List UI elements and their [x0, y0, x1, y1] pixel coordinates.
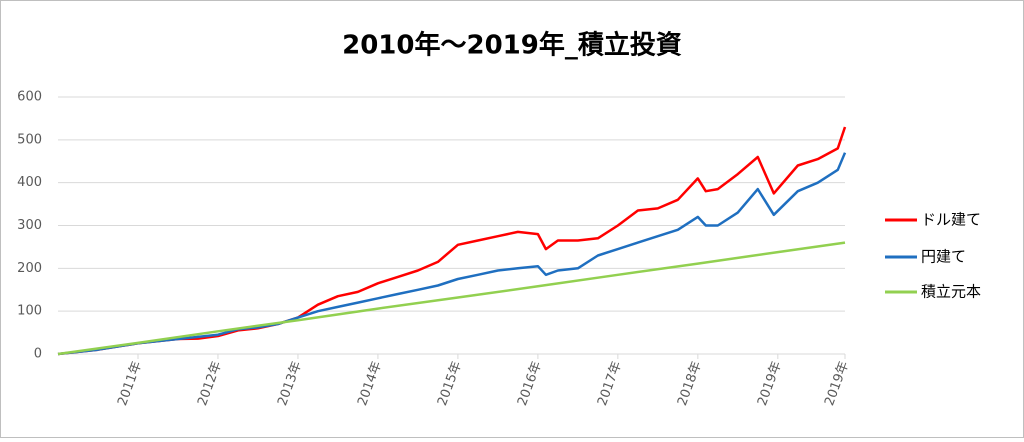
y-tick-label: 0 — [34, 347, 42, 362]
y-tick-label: 400 — [17, 175, 42, 190]
legend-label: 円建て — [921, 248, 966, 266]
y-tick-label: 500 — [17, 132, 42, 147]
y-tick-label: 200 — [17, 261, 42, 276]
y-tick-label: 600 — [17, 90, 42, 105]
y-tick-label: 300 — [17, 218, 42, 233]
y-tick-label: 100 — [17, 304, 42, 319]
series-line — [57, 241, 846, 356]
legend-label: ドル建て — [921, 211, 981, 229]
legend-label: 積立元本 — [921, 283, 981, 301]
chart-title: 2010年～2019年_積立投資 — [342, 30, 682, 61]
